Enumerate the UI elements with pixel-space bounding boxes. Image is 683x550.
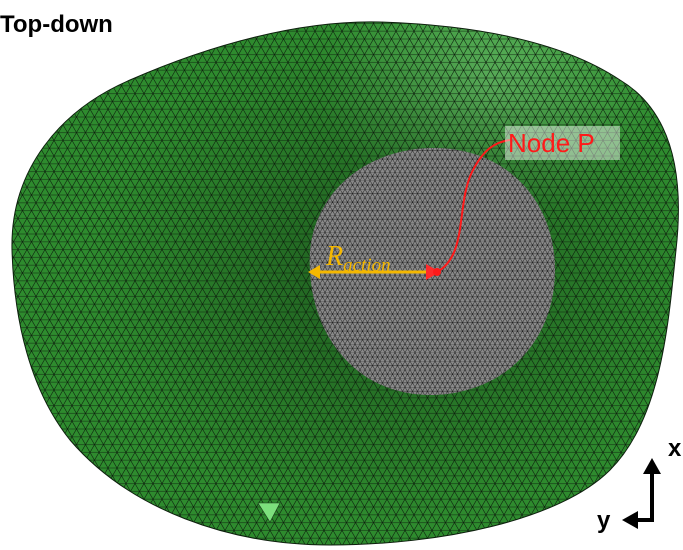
mesh-body [0,0,683,550]
node-p [433,268,441,276]
axis-x-label: x [668,435,682,462]
axis-y-label: y [597,507,611,534]
mesh-figure: Top-down Raction Node P x y [0,0,683,550]
node-label: Node P [508,128,595,158]
title: Top-down [0,11,113,38]
